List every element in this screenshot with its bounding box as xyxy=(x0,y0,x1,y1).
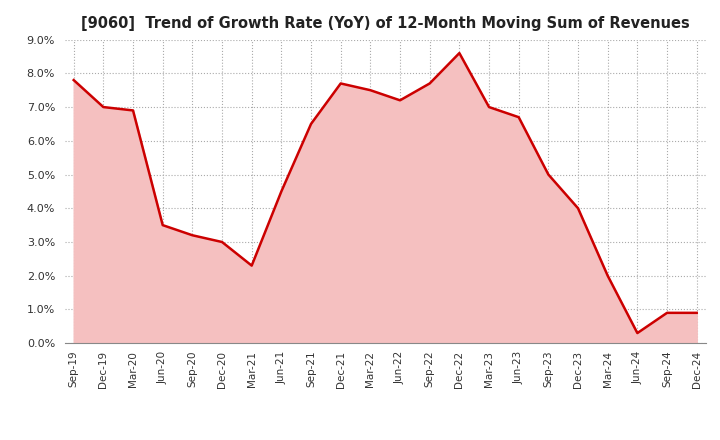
Title: [9060]  Trend of Growth Rate (YoY) of 12-Month Moving Sum of Revenues: [9060] Trend of Growth Rate (YoY) of 12-… xyxy=(81,16,690,32)
